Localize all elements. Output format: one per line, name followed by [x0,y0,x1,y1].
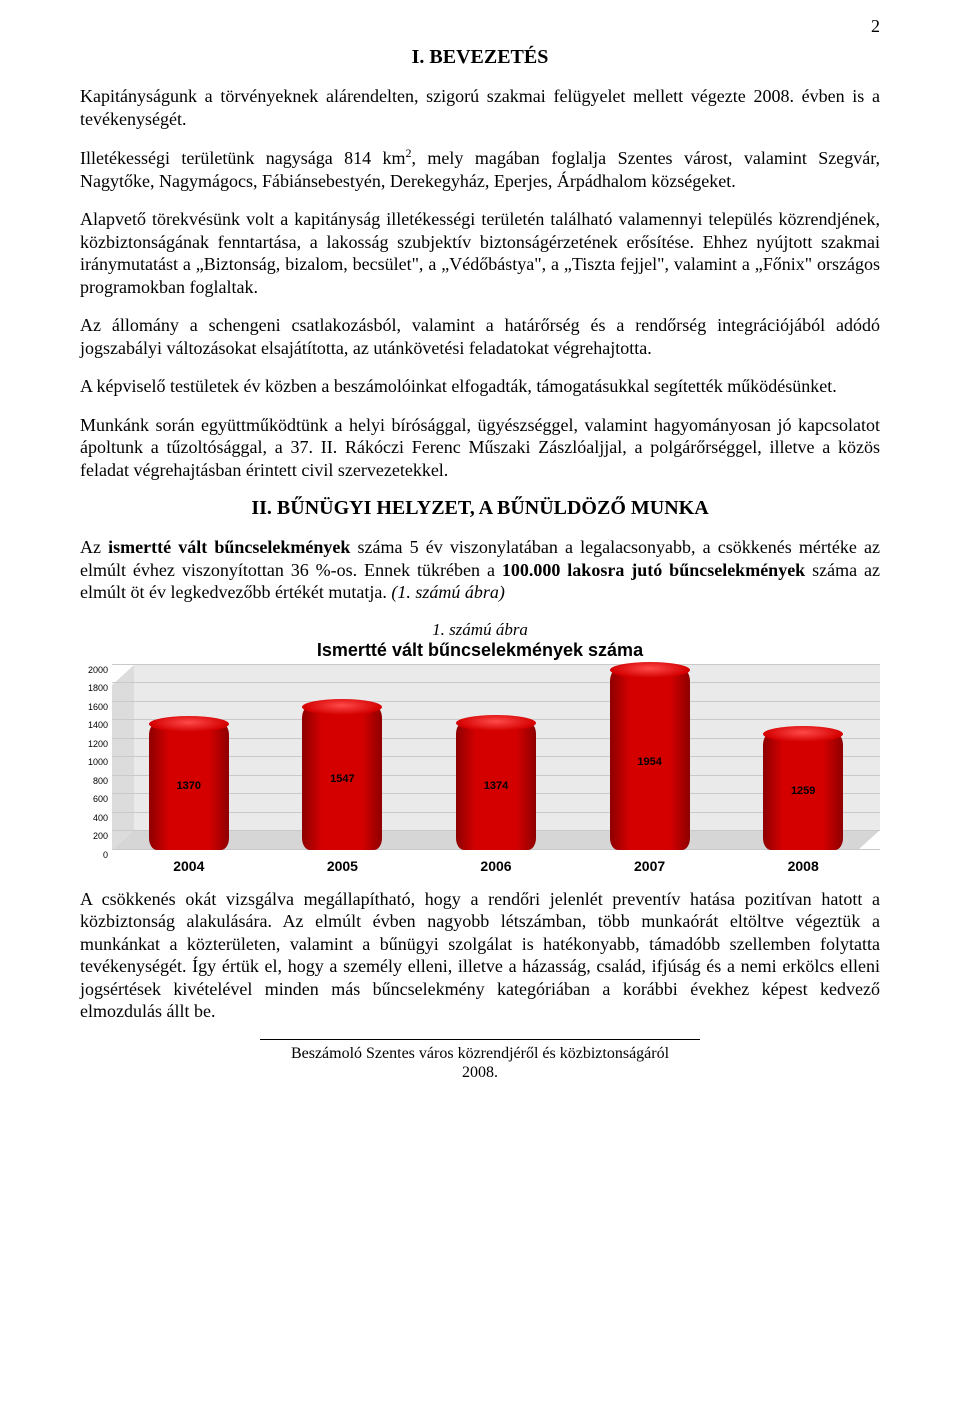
chart-bar: 1547 [302,706,382,849]
chart-ytick: 2000 [80,665,108,675]
chart-ytick: 600 [80,794,108,804]
document-page: 2 I. BEVEZETÉS Kapitányságunk a törvénye… [0,0,960,1421]
paragraph-7: Az ismertté vált bűncselekmények száma 5… [80,536,880,604]
chart-xlabel: 2006 [480,858,511,874]
footer-line-1: Beszámoló Szentes város közrendjéről és … [80,1044,880,1063]
chart-ytick: 800 [80,776,108,786]
chart-ytick: 1800 [80,683,108,693]
chart-ytick: 1600 [80,702,108,712]
chart-ytick: 400 [80,813,108,823]
chart-bar: 1370 [149,723,229,850]
paragraph-6: Munkánk során együttműködtünk a helyi bí… [80,414,880,482]
chart-ytick: 1000 [80,757,108,767]
chart-ytick: 1400 [80,720,108,730]
chart-bar-value: 1259 [763,785,843,797]
page-number: 2 [871,16,880,37]
chart-ytick: 200 [80,831,108,841]
chart-ytick: 1200 [80,739,108,749]
paragraph-5: A képviselő testületek év közben a beszá… [80,375,880,398]
paragraph-2: Illetékességi területünk nagysága 814 km… [80,146,880,192]
p7-a: Az [80,537,108,557]
paragraph-3: Alapvető törekvésünk volt a kapitányság … [80,208,880,298]
chart-xlabel: 2005 [327,858,358,874]
chart-bar: 1259 [763,733,843,849]
chart-gridline [112,664,880,665]
chart-bar: 1954 [610,669,690,850]
chart-bar-value: 1370 [149,780,229,792]
footer-separator [260,1039,700,1040]
footer-line-2: 2008. [80,1063,880,1082]
chart-gridline [112,682,880,683]
figure-caption-line2: Ismertté vált bűncselekmények száma [80,640,880,661]
section-1-title: I. BEVEZETÉS [80,46,880,69]
paragraph-8: A csökkenés okát vizsgálva megállapíthat… [80,888,880,1023]
p7-d-bold: 100.000 lakosra jutó bűncselekmények [502,560,805,580]
p7-b-bold: ismertté vált bűncselekmények [108,537,350,557]
chart-xlabel: 2004 [173,858,204,874]
chart-xlabel: 2008 [788,858,819,874]
section-2-title: II. BŰNÜGYI HELYZET, A BŰNÜLDÖZŐ MUNKA [80,497,880,520]
figure-caption-line1: 1. számú ábra [80,620,880,640]
footer: Beszámoló Szentes város közrendjéről és … [80,1044,880,1082]
paragraph-4: Az állomány a schengeni csatlakozásból, … [80,314,880,359]
chart-xlabel: 2007 [634,858,665,874]
chart-ytick: 0 [80,850,108,860]
crimes-bar-chart: 0 200 400 600 800 1000 1200 1400 1600 1800 2000 137… [80,665,880,880]
paragraph-1: Kapitányságunk a törvényeknek alárendelt… [80,85,880,130]
figure-caption: 1. számú ábra Ismertté vált bűncselekmén… [80,620,880,661]
chart-bar-value: 1374 [456,780,536,792]
p2-text-a: Illetékességi területünk nagysága 814 km [80,148,406,168]
chart-bar-value: 1954 [610,756,690,768]
chart-bar-value: 1547 [302,773,382,785]
p7-f-italic: (1. számú ábra) [391,582,505,602]
chart-bar: 1374 [456,722,536,849]
chart-gridline [112,701,880,702]
